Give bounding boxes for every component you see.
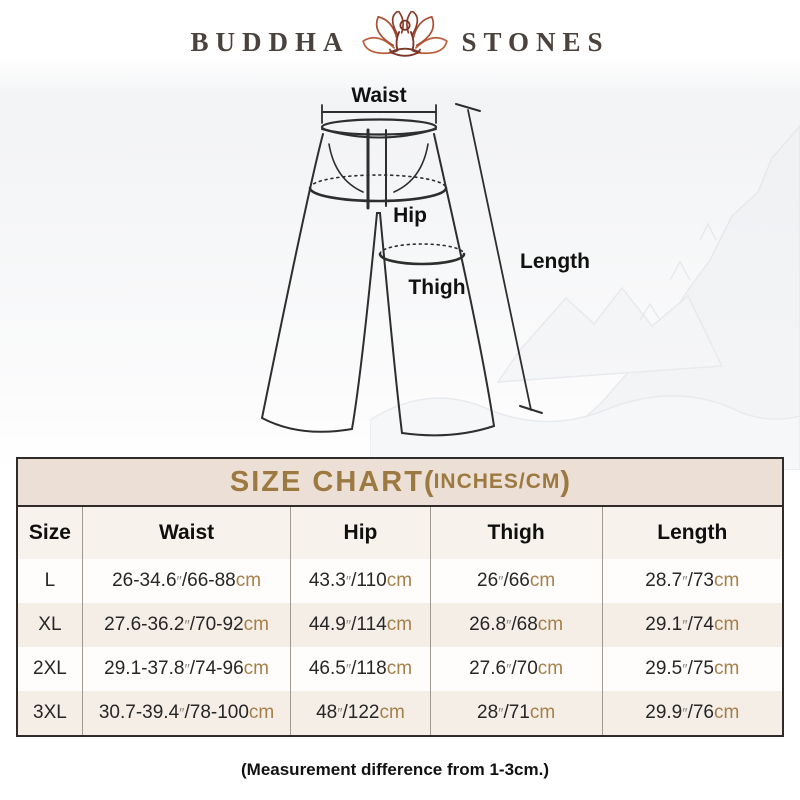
column-header-length: Length bbox=[602, 507, 782, 559]
column-header-waist: Waist bbox=[82, 507, 292, 559]
length-cell: 29.1″/74cm bbox=[602, 603, 782, 647]
brand-name-left: BUDDHA bbox=[190, 26, 350, 57]
title-paren-open: ( bbox=[423, 465, 434, 498]
thigh-cell: 26.8″/68cm bbox=[430, 603, 603, 647]
size-cell: L bbox=[18, 559, 83, 603]
size-cell: XL bbox=[18, 603, 83, 647]
waist-cell: 26-34.6″/66-88cm bbox=[82, 559, 292, 603]
length-cell: 29.9″/76cm bbox=[602, 691, 782, 735]
waist-cell: 30.7-39.4″/78-100cm bbox=[82, 691, 292, 735]
size-cell: 3XL bbox=[18, 691, 83, 735]
length-cell: 29.5″/75cm bbox=[602, 647, 782, 691]
title-units: INCHES/CM bbox=[433, 470, 561, 493]
size-row-3xl: 3XL 30.7-39.4″/78-100cm 48″/122cm 28″/71cm 2… bbox=[18, 691, 782, 735]
thigh-cell: 28″/71cm bbox=[430, 691, 603, 735]
brand-logo: BUDDHA STONES bbox=[0, 10, 800, 74]
hip-label: Hip bbox=[393, 204, 427, 227]
brand-name-right: STONES bbox=[461, 26, 610, 57]
hip-cell: 46.5″/118cm bbox=[290, 647, 431, 691]
title-paren-close: ) bbox=[560, 465, 571, 498]
waist-cell: 29.1-37.8″/74-96cm bbox=[82, 647, 292, 691]
size-row-xl: XL 27.6-36.2″/70-92cm 44.9″/114cm 26.8″/68c… bbox=[18, 603, 782, 647]
size-chart-title: SIZE CHART(INCHES/CM) bbox=[18, 459, 782, 507]
thigh-label: Thigh bbox=[408, 276, 465, 299]
title-main: SIZE CHART bbox=[229, 465, 424, 498]
length-cell: 28.7″/73cm bbox=[602, 559, 782, 603]
hip-cell: 48″/122cm bbox=[290, 691, 431, 735]
measurements-grid: Size Waist Hip Thigh Length L 26-34.6″/66-88c… bbox=[18, 507, 782, 735]
size-row-2xl: 2XL 29.1-37.8″/74-96cm 46.5″/118cm 27.6″/70… bbox=[18, 647, 782, 691]
waist-label: Waist bbox=[351, 84, 406, 107]
mountain-landscape-art bbox=[370, 124, 800, 470]
length-label: Length bbox=[520, 250, 590, 273]
pants-measurement-diagram: Waist Hip Thigh Length bbox=[260, 84, 590, 437]
size-chart-table: SIZE CHART(INCHES/CM) Size Waist Hip Thigh L… bbox=[16, 457, 784, 737]
hip-cell: 43.3″/110cm bbox=[290, 559, 431, 603]
thigh-cell: 26″/66cm bbox=[430, 559, 603, 603]
size-cell: 2XL bbox=[18, 647, 83, 691]
column-header-row: Size Waist Hip Thigh Length bbox=[18, 507, 782, 559]
hip-cell: 44.9″/114cm bbox=[290, 603, 431, 647]
column-header-size: Size bbox=[18, 507, 83, 559]
column-header-thigh: Thigh bbox=[430, 507, 603, 559]
column-header-hip: Hip bbox=[290, 507, 431, 559]
waist-cell: 27.6-36.2″/70-92cm bbox=[82, 603, 292, 647]
size-row-l: L 26-34.6″/66-88cm 43.3″/110cm 26″/66cm 28.7… bbox=[18, 559, 782, 603]
measurement-footnote: (Measurement difference from 1-3cm.) bbox=[241, 760, 549, 779]
thigh-cell: 27.6″/70cm bbox=[430, 647, 603, 691]
lotus-meditation-icon bbox=[362, 11, 449, 57]
